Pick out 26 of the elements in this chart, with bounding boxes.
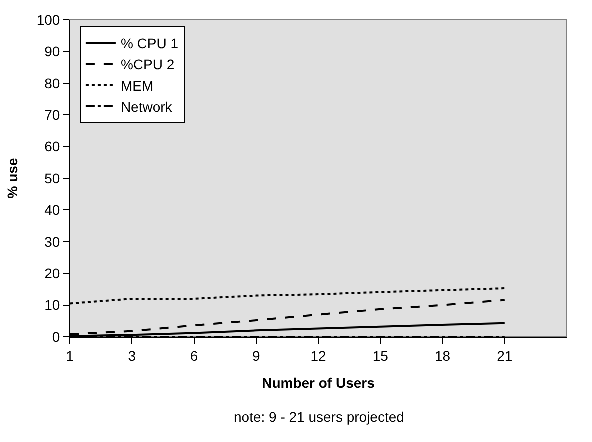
x-tick-label: 21 (497, 348, 513, 364)
y-tick-label: 70 (44, 107, 60, 123)
y-axis-title: % use (4, 158, 20, 199)
x-tick-label: 18 (434, 348, 451, 364)
text: note: 9 - 21 users projected (234, 409, 404, 425)
x-tick-label: 3 (128, 348, 136, 364)
legend-label: %CPU 2 (120, 56, 175, 73)
y-tick-label: 0 (52, 328, 60, 345)
y-tick-label: 90 (44, 44, 60, 60)
y-tick-label: 20 (44, 266, 60, 282)
y-tick-label: 60 (44, 138, 60, 155)
y-tick-label: 10 (44, 297, 60, 314)
y-tick-label: 80 (44, 75, 60, 92)
x-tick-label: 6 (190, 348, 198, 364)
legend-label: MEM (120, 78, 154, 94)
y-tick-label: 50 (44, 170, 60, 186)
y-tick-label: 30 (44, 234, 60, 250)
y-tick-label: 100 (36, 12, 60, 28)
y-tick-label: 40 (44, 202, 60, 218)
x-tick-label: 12 (310, 348, 326, 364)
x-axis-title: Number of Users (262, 375, 376, 392)
legend-label: % CPU 1 (120, 35, 179, 52)
x-tick-label: 1 (66, 348, 74, 364)
x-tick-label: 15 (372, 348, 389, 364)
legend-label: Network (120, 99, 174, 115)
x-tick-label: 9 (252, 348, 260, 364)
